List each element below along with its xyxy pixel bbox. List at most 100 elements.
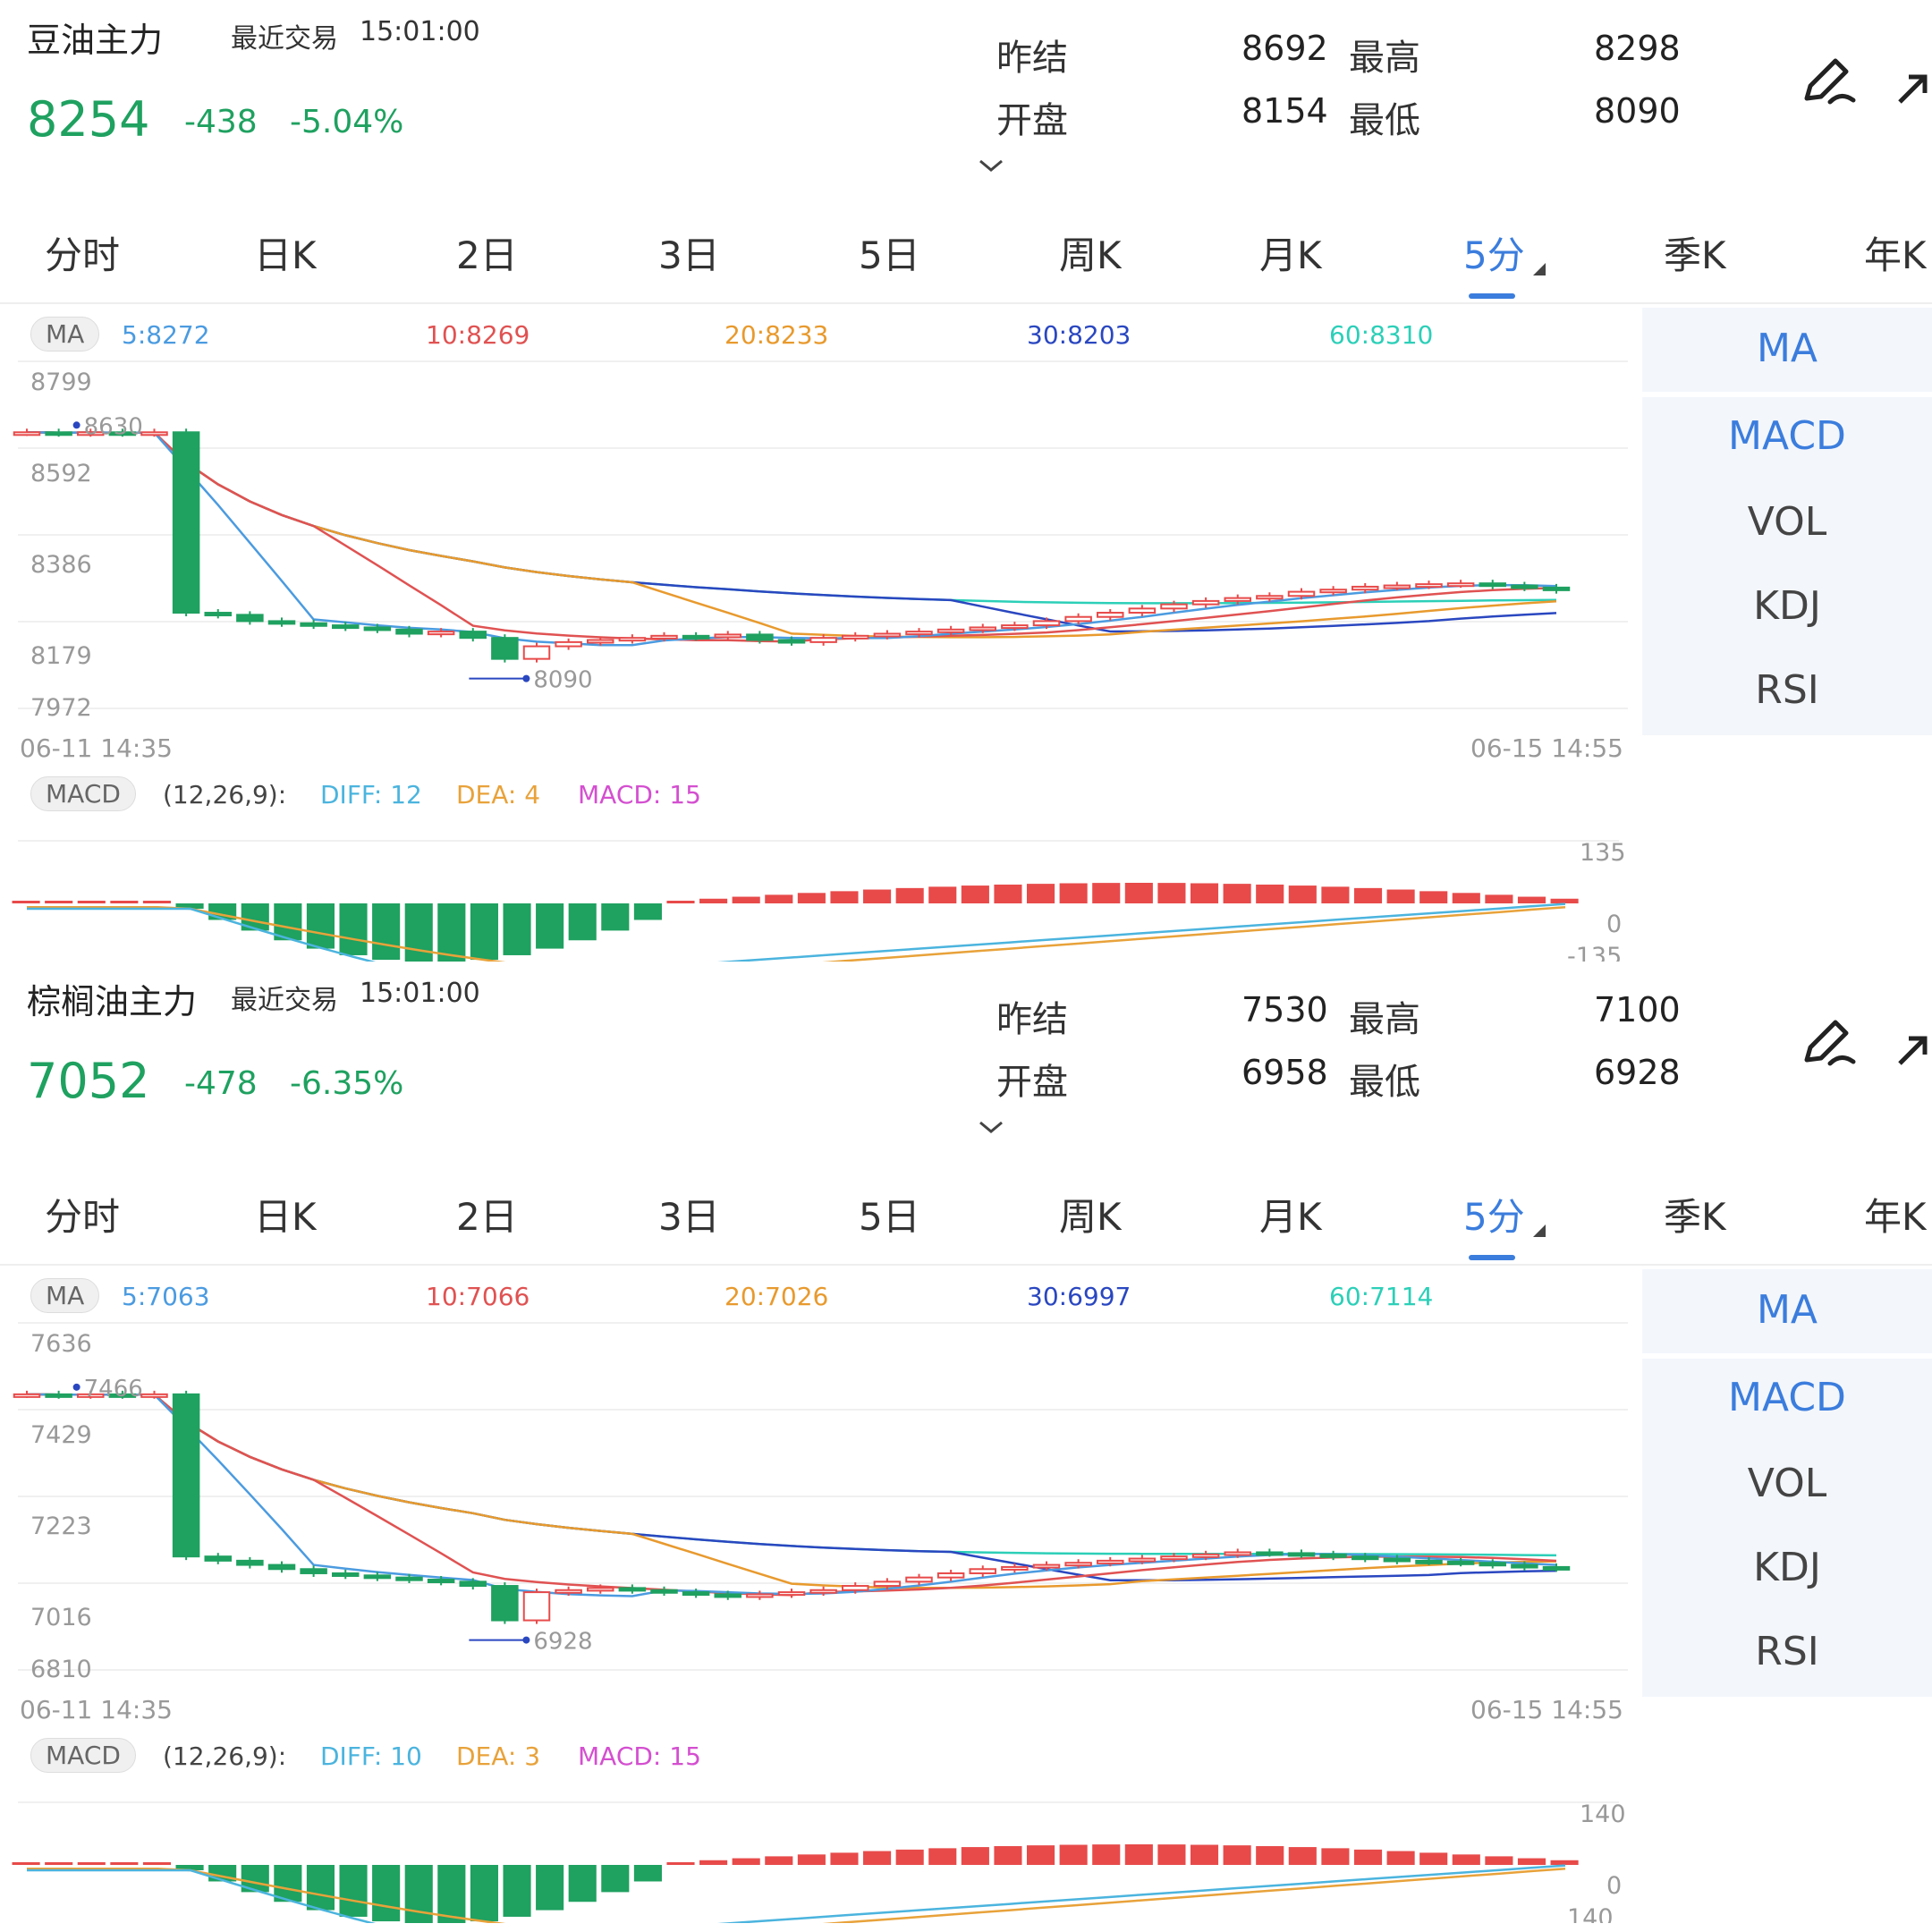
candle[interactable] <box>1446 580 1475 589</box>
candle[interactable] <box>842 1582 869 1594</box>
candle[interactable] <box>1160 1553 1188 1563</box>
candle[interactable] <box>108 428 137 437</box>
tab-1[interactable]: 日K <box>254 1195 317 1239</box>
candle[interactable] <box>77 428 105 437</box>
candle[interactable] <box>1097 1556 1124 1567</box>
candle[interactable] <box>108 1390 137 1399</box>
candle[interactable] <box>45 428 72 437</box>
indicator-vol[interactable]: VOL <box>1747 499 1827 545</box>
candle[interactable] <box>873 1578 902 1590</box>
candle[interactable] <box>1191 597 1220 608</box>
indicator-kdj[interactable]: KDJ <box>1753 1545 1821 1590</box>
indicator-kdj[interactable]: KDJ <box>1753 583 1821 629</box>
candlestick-chart[interactable]: 7466 6928 <box>13 1319 1633 1695</box>
tab-9[interactable]: 年K <box>1864 233 1927 277</box>
candle[interactable] <box>1032 617 1061 630</box>
candle[interactable] <box>1446 1557 1475 1567</box>
candle[interactable] <box>491 1582 519 1624</box>
candle[interactable] <box>1001 1563 1029 1573</box>
candle[interactable] <box>809 1586 837 1597</box>
tab-0[interactable]: 分时 <box>45 1195 121 1239</box>
candle[interactable] <box>777 636 806 646</box>
tab-7[interactable]: 5分 <box>1463 233 1525 277</box>
candle[interactable] <box>1064 1559 1092 1569</box>
macd-chart[interactable] <box>12 832 1637 962</box>
candle[interactable] <box>300 1565 327 1577</box>
tab-8[interactable]: 季K <box>1664 1195 1726 1239</box>
candle[interactable] <box>1415 1556 1443 1565</box>
candle[interactable] <box>427 628 455 638</box>
candle[interactable] <box>267 617 296 627</box>
candle[interactable] <box>842 631 869 642</box>
candle[interactable] <box>1287 588 1316 600</box>
candle[interactable] <box>555 638 582 650</box>
candle[interactable] <box>172 428 200 617</box>
tab-3[interactable]: 3日 <box>658 233 720 277</box>
candle[interactable] <box>905 628 933 638</box>
chevron-down-icon[interactable] <box>977 1119 1005 1135</box>
tab-9[interactable]: 年K <box>1864 1195 1927 1239</box>
candle[interactable] <box>587 1584 614 1594</box>
candle[interactable] <box>1224 1548 1251 1558</box>
macd-chart[interactable] <box>12 1793 1637 1923</box>
candle[interactable] <box>363 623 392 633</box>
candle[interactable] <box>618 1584 647 1594</box>
candle[interactable] <box>1511 581 1538 591</box>
candle[interactable] <box>969 1565 996 1577</box>
candle[interactable] <box>300 619 327 630</box>
expand-icon[interactable] <box>1894 1031 1932 1069</box>
candle[interactable] <box>1128 605 1157 617</box>
ma-badge[interactable]: MA <box>30 317 100 352</box>
candle[interactable] <box>491 634 519 663</box>
indicator-ma[interactable]: MA <box>1756 326 1818 371</box>
candle[interactable] <box>1511 1561 1538 1571</box>
tab-6[interactable]: 月K <box>1259 233 1322 277</box>
tab-5[interactable]: 周K <box>1059 233 1122 277</box>
candle[interactable] <box>204 609 232 619</box>
candle[interactable] <box>650 1586 678 1597</box>
candle[interactable] <box>1352 582 1379 594</box>
candle[interactable] <box>555 1586 582 1597</box>
candle[interactable] <box>777 1589 806 1598</box>
candle[interactable] <box>969 623 996 633</box>
candle[interactable] <box>587 636 614 646</box>
pen-icon[interactable] <box>1798 50 1857 109</box>
candle[interactable] <box>204 1553 232 1564</box>
candle[interactable] <box>1160 600 1188 613</box>
candle[interactable] <box>1542 1563 1571 1572</box>
candle[interactable] <box>1064 613 1092 625</box>
candle[interactable] <box>45 1390 72 1399</box>
candle[interactable] <box>236 1556 264 1569</box>
tab-2[interactable]: 2日 <box>456 1195 518 1239</box>
tab-8[interactable]: 季K <box>1664 233 1726 277</box>
indicator-rsi[interactable]: RSI <box>1755 1629 1819 1674</box>
candle[interactable] <box>236 611 264 625</box>
candle[interactable] <box>873 630 902 640</box>
candle[interactable] <box>650 631 678 642</box>
candle[interactable] <box>809 634 837 646</box>
candle[interactable] <box>1256 592 1284 602</box>
candle[interactable] <box>332 1569 360 1580</box>
candle[interactable] <box>682 1589 710 1598</box>
macd-badge[interactable]: MACD <box>30 1738 136 1773</box>
candle[interactable] <box>1383 1555 1411 1564</box>
tab-7[interactable]: 5分 <box>1463 1195 1525 1239</box>
candle[interactable] <box>1287 1549 1316 1558</box>
tab-6[interactable]: 月K <box>1259 1195 1322 1239</box>
candle[interactable] <box>714 631 741 641</box>
tab-2[interactable]: 2日 <box>456 233 518 277</box>
candle[interactable] <box>459 1578 487 1590</box>
candle[interactable] <box>1319 1550 1347 1561</box>
candle[interactable] <box>682 631 710 641</box>
candle[interactable] <box>1128 1555 1157 1564</box>
candle[interactable] <box>714 1590 741 1600</box>
candle[interactable] <box>395 1573 423 1584</box>
macd-badge[interactable]: MACD <box>30 776 136 811</box>
ma-badge[interactable]: MA <box>30 1278 100 1313</box>
candle[interactable] <box>363 1572 392 1581</box>
candle[interactable] <box>140 428 168 437</box>
candle[interactable] <box>618 634 647 644</box>
candle[interactable] <box>13 428 41 436</box>
candle[interactable] <box>13 1390 41 1398</box>
candle[interactable] <box>267 1561 296 1573</box>
